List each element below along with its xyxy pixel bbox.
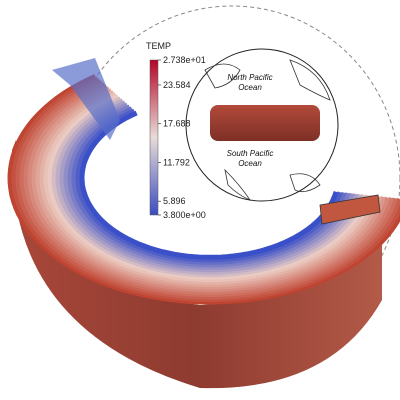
ring-band (15, 78, 400, 300)
ring-band (47, 94, 370, 280)
ring-band (75, 108, 343, 263)
ring-band (63, 102, 355, 270)
globe-coastlines (204, 59, 331, 201)
ring-band (51, 96, 366, 278)
colorbar-tick-label: 11.792 (163, 157, 190, 167)
ring-band (39, 90, 378, 285)
map-label: North Pacific (227, 73, 272, 82)
map-label: Ocean (238, 159, 262, 168)
colorbar-tick-label: 2.738e+01 (163, 55, 206, 65)
ring-band (11, 76, 400, 303)
ring-band (59, 100, 359, 273)
ring-band (19, 80, 398, 297)
ring-band (43, 92, 374, 283)
ring-band (23, 82, 394, 295)
colorbar-tick-label: 3.800e+00 (163, 210, 206, 220)
map-label: South Pacific (227, 149, 274, 158)
ring-band (79, 110, 339, 260)
ring-end-cut (52, 58, 120, 140)
ring-end-cut (319, 194, 381, 225)
colorbar-title: TEMP (146, 41, 171, 51)
ring-band (35, 88, 382, 288)
ring-band (7, 74, 400, 305)
ring-band (31, 86, 386, 290)
map-label: Ocean (238, 83, 262, 92)
ring-surface (7, 74, 400, 305)
ring-wall (11, 140, 383, 389)
ring-band (55, 98, 363, 275)
colorbar-tick-label: 5.896 (163, 196, 186, 206)
colorbar-tick-label: 23.584 (163, 80, 191, 90)
ocean-slab (210, 105, 320, 141)
ring-band (67, 104, 351, 268)
ring-band (71, 106, 347, 265)
colorbar-tick-label: 17.688 (163, 119, 191, 129)
ring-band (27, 84, 390, 293)
colorbar (149, 59, 159, 216)
